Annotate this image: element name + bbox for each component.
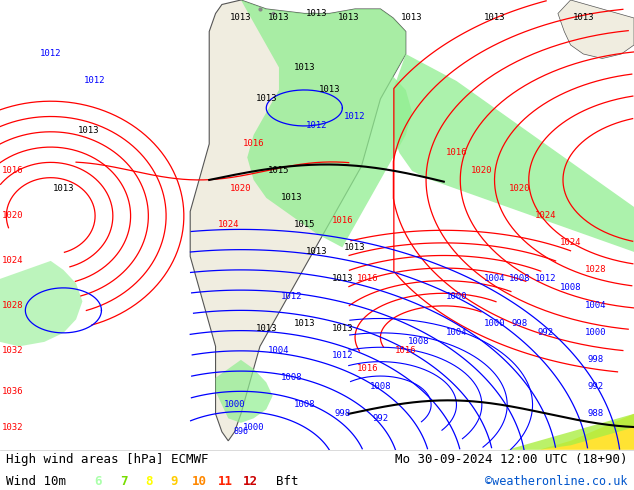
Text: 998: 998 (588, 355, 604, 365)
Text: 1016: 1016 (2, 167, 23, 175)
Text: 1008: 1008 (509, 274, 531, 283)
Text: 9: 9 (171, 475, 178, 488)
Polygon shape (539, 414, 634, 450)
Text: 1013: 1013 (268, 14, 290, 23)
Text: 1013: 1013 (294, 319, 315, 328)
Text: 1008: 1008 (408, 337, 429, 346)
Text: 1012: 1012 (344, 112, 366, 122)
Polygon shape (558, 0, 634, 58)
Text: 8: 8 (145, 475, 153, 488)
Text: 1016: 1016 (243, 140, 264, 148)
Text: 1013: 1013 (573, 14, 594, 23)
Text: 1020: 1020 (2, 211, 23, 220)
Polygon shape (241, 0, 412, 247)
Text: 1004: 1004 (446, 328, 467, 338)
Text: 1013: 1013 (230, 14, 252, 23)
Text: Bft: Bft (276, 475, 298, 488)
Text: 1013: 1013 (484, 14, 505, 23)
Text: 1024: 1024 (560, 239, 581, 247)
Text: 1000: 1000 (224, 400, 245, 409)
Text: 998: 998 (334, 409, 351, 418)
Text: 1000: 1000 (446, 293, 467, 301)
Text: 896: 896 (233, 427, 249, 436)
Text: 1008: 1008 (370, 382, 391, 392)
Text: 1028: 1028 (2, 301, 23, 310)
Text: 1000: 1000 (484, 319, 505, 328)
Polygon shape (190, 0, 406, 441)
Text: 1020: 1020 (509, 184, 531, 194)
Text: 1013: 1013 (332, 274, 353, 283)
Text: 11: 11 (217, 475, 233, 488)
Text: 1013: 1013 (401, 14, 423, 23)
Text: 1020: 1020 (230, 184, 252, 194)
Text: 1008: 1008 (560, 283, 581, 293)
Text: 1004: 1004 (484, 274, 505, 283)
Text: 1008: 1008 (281, 373, 302, 382)
Text: 1013: 1013 (319, 85, 340, 95)
Text: 992: 992 (588, 382, 604, 392)
Text: 1013: 1013 (53, 184, 74, 194)
Text: 1013: 1013 (306, 9, 328, 18)
Text: 6: 6 (94, 475, 102, 488)
Text: 1012: 1012 (534, 274, 556, 283)
Text: 1020: 1020 (471, 167, 493, 175)
Text: High wind areas [hPa] ECMWF: High wind areas [hPa] ECMWF (6, 453, 209, 466)
Text: 992: 992 (372, 414, 389, 423)
Text: 1012: 1012 (84, 76, 106, 85)
Text: 1000: 1000 (585, 328, 607, 338)
Text: 1024: 1024 (2, 256, 23, 266)
Text: 1032: 1032 (2, 346, 23, 355)
Text: 1016: 1016 (357, 274, 378, 283)
Text: 1024: 1024 (534, 211, 556, 220)
Text: 1013: 1013 (344, 243, 366, 252)
Text: Mo 30-09-2024 12:00 UTC (18+90): Mo 30-09-2024 12:00 UTC (18+90) (395, 453, 628, 466)
Polygon shape (393, 54, 634, 252)
Polygon shape (507, 414, 634, 450)
Text: 1013: 1013 (306, 247, 328, 256)
Text: 1028: 1028 (585, 266, 607, 274)
Text: 1012: 1012 (281, 293, 302, 301)
Text: Wind 10m: Wind 10m (6, 475, 67, 488)
Text: 1000: 1000 (243, 423, 264, 432)
Text: 1012: 1012 (306, 122, 328, 130)
Text: 1013: 1013 (338, 14, 359, 23)
Text: 1012: 1012 (40, 49, 61, 58)
Text: 12: 12 (243, 475, 258, 488)
Text: 1004: 1004 (585, 301, 607, 310)
Text: 1013: 1013 (256, 324, 277, 333)
Text: 1004: 1004 (268, 346, 290, 355)
Text: 1032: 1032 (2, 423, 23, 432)
Text: 1016: 1016 (395, 346, 417, 355)
Text: 1013: 1013 (281, 194, 302, 202)
Text: 1024: 1024 (217, 220, 239, 229)
Text: 1015: 1015 (294, 220, 315, 229)
Text: 10: 10 (192, 475, 207, 488)
Text: 7: 7 (120, 475, 127, 488)
Text: 1015: 1015 (268, 167, 290, 175)
Text: 1012: 1012 (332, 351, 353, 360)
Text: 1013: 1013 (256, 95, 277, 103)
Text: 1013: 1013 (294, 63, 315, 72)
Text: ©weatheronline.co.uk: ©weatheronline.co.uk (485, 475, 628, 488)
Text: 1016: 1016 (357, 365, 378, 373)
Text: 1013: 1013 (78, 126, 100, 135)
Text: 1036: 1036 (2, 387, 23, 396)
Text: 1013: 1013 (332, 324, 353, 333)
Text: 988: 988 (588, 409, 604, 418)
Polygon shape (216, 360, 273, 423)
Text: 1016: 1016 (446, 148, 467, 157)
Text: 998: 998 (512, 319, 528, 328)
Text: 1008: 1008 (294, 400, 315, 409)
Text: 1016: 1016 (332, 216, 353, 225)
Polygon shape (0, 261, 82, 346)
Text: 992: 992 (537, 328, 553, 338)
